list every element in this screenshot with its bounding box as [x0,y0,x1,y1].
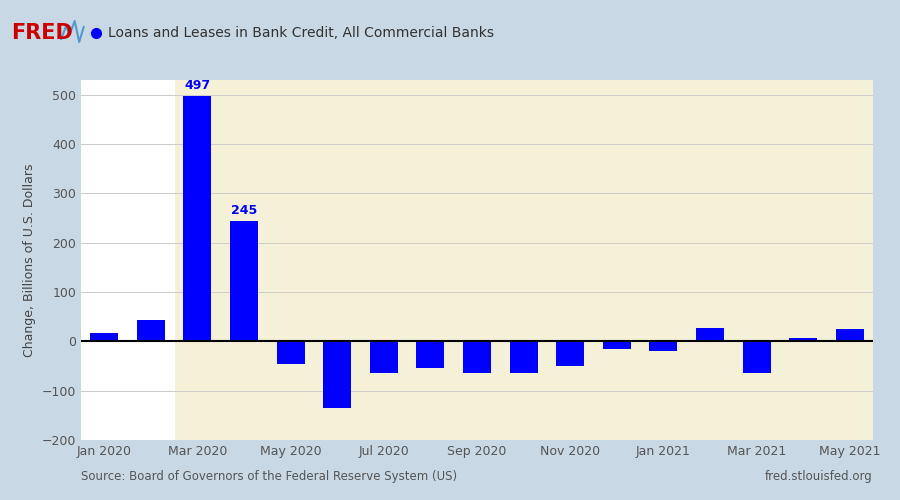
Bar [90,334,118,342]
Text: 245: 245 [231,204,257,216]
Bar [81,80,175,440]
Bar [836,328,864,342]
Bar [230,220,258,342]
Bar [184,96,212,342]
Bar [276,342,304,363]
Bar [463,342,491,374]
Bar [696,328,724,342]
Text: fred.stlouisfed.org: fred.stlouisfed.org [765,470,873,483]
Bar [509,342,537,374]
Text: Loans and Leases in Bank Credit, All Commercial Banks: Loans and Leases in Bank Credit, All Com… [108,26,494,40]
Bar [556,342,584,366]
Bar [650,342,678,351]
Bar [370,342,398,374]
Text: FRED: FRED [11,23,73,43]
Bar [742,342,770,374]
Bar [417,342,445,368]
Bar [789,338,817,342]
Text: Source: Board of Governors of the Federal Reserve System (US): Source: Board of Governors of the Federa… [81,470,457,483]
Y-axis label: Change, Billions of U.S. Dollars: Change, Billions of U.S. Dollars [23,163,36,357]
Bar [137,320,165,342]
Bar [603,342,631,349]
Text: 497: 497 [184,80,211,92]
Bar [323,342,351,408]
